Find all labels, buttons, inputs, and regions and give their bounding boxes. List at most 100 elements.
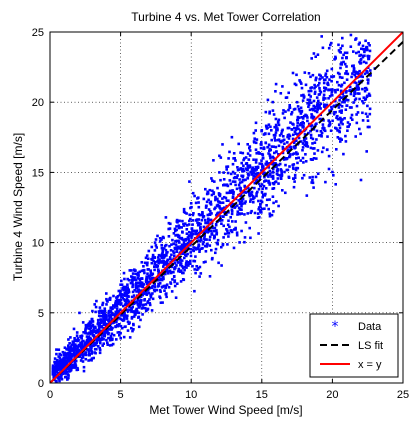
data-point	[274, 131, 278, 134]
data-point	[211, 256, 214, 260]
data-point	[237, 183, 241, 187]
data-point	[341, 122, 344, 126]
data-point	[92, 343, 96, 346]
data-point	[167, 286, 171, 289]
data-point	[222, 195, 226, 199]
data-point	[250, 168, 254, 171]
data-point	[98, 348, 102, 352]
data-point	[107, 311, 110, 315]
data-point	[186, 252, 189, 256]
data-point	[235, 204, 239, 207]
data-point	[173, 267, 176, 270]
data-point	[140, 285, 144, 288]
data-point	[106, 341, 109, 345]
data-point	[238, 200, 242, 204]
data-point	[145, 291, 148, 294]
data-point	[257, 182, 261, 186]
data-point	[276, 177, 280, 180]
data-point	[248, 146, 251, 150]
data-point	[182, 241, 186, 244]
data-point	[219, 208, 222, 211]
data-point	[271, 100, 275, 104]
data-point	[235, 231, 239, 234]
data-point	[180, 226, 183, 229]
data-point	[246, 152, 250, 155]
data-point	[126, 288, 130, 292]
data-point	[138, 299, 141, 302]
data-point	[122, 271, 126, 275]
data-point	[199, 228, 202, 231]
data-point	[257, 207, 260, 211]
data-point	[83, 352, 87, 356]
data-point	[215, 212, 219, 215]
data-point	[94, 305, 98, 309]
data-point	[242, 164, 245, 167]
data-point	[322, 96, 325, 99]
data-point	[72, 359, 76, 363]
data-point	[203, 235, 206, 238]
data-point	[238, 178, 241, 181]
data-point	[219, 201, 222, 205]
data-point	[314, 109, 317, 113]
data-point	[79, 335, 82, 338]
data-point	[225, 212, 228, 216]
data-point	[211, 189, 214, 193]
data-point	[281, 128, 284, 132]
data-point	[368, 94, 372, 97]
data-point	[114, 325, 117, 328]
data-point	[337, 49, 341, 52]
data-point	[131, 285, 134, 289]
data-point	[309, 124, 312, 128]
data-point	[218, 204, 221, 208]
data-point	[279, 92, 283, 95]
data-point	[113, 306, 116, 309]
data-point	[267, 175, 270, 178]
data-point	[120, 314, 124, 317]
data-point	[282, 109, 285, 112]
data-point	[254, 129, 257, 132]
data-point	[58, 361, 62, 364]
data-point	[350, 113, 354, 117]
data-point	[300, 110, 303, 114]
data-point	[67, 344, 70, 347]
data-point	[70, 343, 74, 346]
data-point	[261, 187, 264, 191]
data-point	[222, 183, 225, 187]
data-point	[176, 282, 179, 285]
data-point	[92, 329, 96, 333]
data-point	[338, 72, 341, 76]
data-point	[209, 200, 213, 204]
data-point	[241, 197, 245, 201]
data-point	[180, 259, 184, 262]
data-point	[309, 89, 313, 93]
data-point	[260, 159, 263, 162]
data-point	[206, 190, 209, 194]
data-point	[287, 137, 291, 140]
data-point	[180, 265, 184, 268]
data-point	[357, 43, 361, 46]
plot-frame	[49, 31, 404, 384]
data-point	[353, 73, 356, 77]
data-point	[327, 119, 330, 122]
data-point	[296, 121, 299, 125]
y-tick-label: 5	[38, 308, 44, 320]
data-point	[261, 195, 264, 199]
data-point	[100, 311, 104, 315]
data-point	[174, 229, 177, 233]
legend-label: Data	[358, 321, 382, 333]
data-point	[232, 157, 235, 160]
data-point	[78, 311, 81, 315]
data-point	[264, 132, 267, 135]
data-point	[346, 72, 350, 76]
data-point	[258, 162, 261, 165]
data-point	[257, 199, 260, 203]
data-point	[208, 235, 212, 239]
data-point	[252, 170, 255, 173]
data-point	[230, 230, 234, 234]
data-point	[348, 123, 351, 126]
data-point	[235, 187, 239, 191]
data-point	[97, 336, 101, 339]
data-point	[208, 212, 211, 216]
data-point	[318, 78, 321, 81]
data-point	[313, 141, 317, 144]
